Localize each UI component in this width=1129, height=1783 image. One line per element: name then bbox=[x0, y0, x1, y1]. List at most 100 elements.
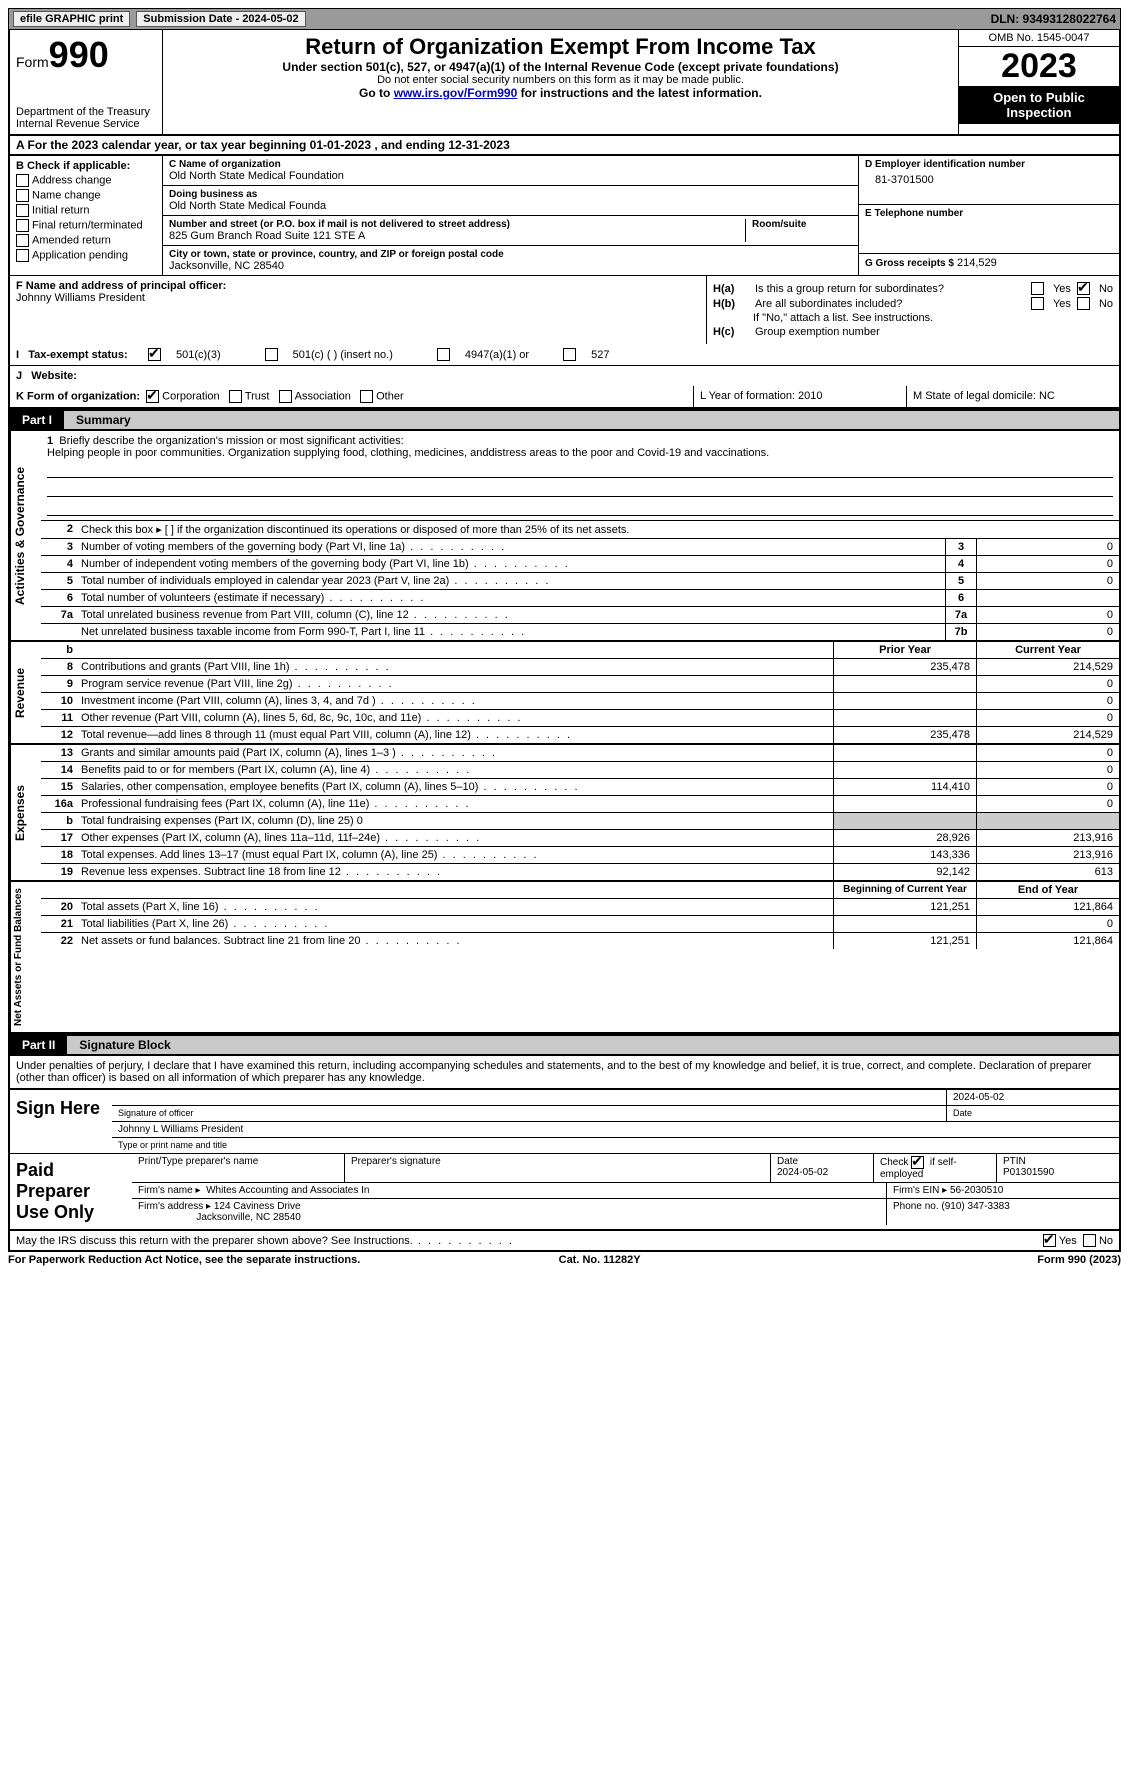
irs-label: Internal Revenue Service bbox=[16, 118, 156, 130]
preparer-sig-label: Preparer's signature bbox=[351, 1156, 441, 1167]
c-name: C Name of organization Old North State M… bbox=[163, 156, 858, 186]
checkbox-icon[interactable] bbox=[148, 348, 161, 361]
summary-line: 14 Benefits paid to or for members (Part… bbox=[41, 762, 1119, 779]
checkbox-icon[interactable] bbox=[563, 348, 576, 361]
checkbox-icon[interactable] bbox=[1083, 1234, 1096, 1247]
section-h: H(a) Is this a group return for subordin… bbox=[706, 276, 1119, 344]
blank-line bbox=[47, 482, 1113, 497]
part2-title: Signature Block bbox=[67, 1036, 1119, 1054]
checkbox-icon[interactable] bbox=[16, 174, 29, 187]
vlabel-na: Net Assets or Fund Balances bbox=[10, 882, 41, 1032]
checkbox-icon[interactable] bbox=[1031, 297, 1044, 310]
checkbox-icon[interactable] bbox=[265, 348, 278, 361]
checkbox-icon[interactable] bbox=[16, 234, 29, 247]
summary-line: 8 Contributions and grants (Part VIII, l… bbox=[41, 659, 1119, 676]
form-word: Form bbox=[16, 54, 49, 70]
chk-address-change[interactable]: Address change bbox=[16, 174, 156, 187]
summary-line: 2 Check this box ▸ [ ] if the organizati… bbox=[41, 521, 1119, 539]
submission-date-button[interactable]: Submission Date - 2024-05-02 bbox=[136, 11, 305, 27]
h-b: H(b) Are all subordinates included? Yes … bbox=[713, 297, 1113, 310]
section-f: F Name and address of principal officer:… bbox=[10, 276, 706, 344]
checkbox-icon[interactable] bbox=[1077, 297, 1090, 310]
efile-print-button[interactable]: efile GRAPHIC print bbox=[13, 11, 130, 27]
part1-title: Summary bbox=[64, 411, 1119, 429]
checkbox-icon[interactable] bbox=[1031, 282, 1044, 295]
chk-name-change[interactable]: Name change bbox=[16, 189, 156, 202]
g-value: 214,529 bbox=[957, 257, 997, 269]
part1-header: Part I Summary bbox=[8, 409, 1121, 431]
section-b: B Check if applicable: Address change Na… bbox=[10, 156, 163, 275]
checkbox-icon[interactable] bbox=[146, 390, 159, 403]
b-header: B Check if applicable: bbox=[16, 160, 156, 172]
blank-line bbox=[47, 501, 1113, 516]
city-value: Jacksonville, NC 28540 bbox=[169, 260, 852, 272]
chk-amended-return[interactable]: Amended return bbox=[16, 234, 156, 247]
c-name-label: C Name of organization bbox=[169, 159, 852, 170]
section-net-assets: Net Assets or Fund Balances Beginning of… bbox=[8, 882, 1121, 1034]
chk-application-pending[interactable]: Application pending bbox=[16, 249, 156, 262]
block-fh: F Name and address of principal officer:… bbox=[8, 275, 1121, 344]
print-name-label: Print/Type preparer's name bbox=[138, 1156, 258, 1167]
form-header: Form990 Department of the Treasury Inter… bbox=[8, 30, 1121, 136]
org-name: Old North State Medical Foundation bbox=[169, 170, 852, 182]
page-footer: For Paperwork Reduction Act Notice, see … bbox=[8, 1252, 1121, 1266]
summary-line: 7a Total unrelated business revenue from… bbox=[41, 607, 1119, 624]
line-m: M State of legal domicile: NC bbox=[906, 386, 1119, 407]
checkbox-icon[interactable] bbox=[16, 189, 29, 202]
checkbox-icon[interactable] bbox=[1077, 282, 1090, 295]
part2-header: Part II Signature Block bbox=[8, 1034, 1121, 1056]
preparer-date: 2024-05-02 bbox=[777, 1167, 828, 1178]
summary-line: 5 Total number of individuals employed i… bbox=[41, 573, 1119, 590]
vlabel-exp: Expenses bbox=[10, 745, 41, 880]
checkbox-icon[interactable] bbox=[437, 348, 450, 361]
section-revenue: Revenue b Prior Year Current Year 8 Cont… bbox=[8, 642, 1121, 745]
line-i: I Tax-exempt status: 501(c)(3) 501(c) ( … bbox=[8, 344, 1121, 366]
omb-number: OMB No. 1545-0047 bbox=[959, 30, 1119, 47]
goto-link[interactable]: www.irs.gov/Form990 bbox=[394, 86, 518, 100]
ssn-note: Do not enter social security numbers on … bbox=[169, 74, 952, 86]
c-city-label: City or town, state or province, country… bbox=[169, 249, 852, 260]
goto-line: Go to www.irs.gov/Form990 for instructio… bbox=[169, 86, 952, 100]
paid-preparer-block: Paid Preparer Use Only Print/Type prepar… bbox=[8, 1154, 1121, 1231]
dba-value: Old North State Medical Founda bbox=[169, 200, 852, 212]
checkbox-icon[interactable] bbox=[360, 390, 373, 403]
summary-line: b Total fundraising expenses (Part IX, c… bbox=[41, 813, 1119, 830]
c-dba: Doing business as Old North State Medica… bbox=[163, 186, 858, 216]
checkbox-icon[interactable] bbox=[229, 390, 242, 403]
firm-city: Jacksonville, NC 28540 bbox=[196, 1212, 301, 1223]
f-label: F Name and address of principal officer: bbox=[16, 280, 700, 292]
checkbox-icon[interactable] bbox=[16, 219, 29, 232]
chk-final-return[interactable]: Final return/terminated bbox=[16, 219, 156, 232]
paid-preparer-label: Paid Preparer Use Only bbox=[10, 1154, 132, 1229]
summary-line: 13 Grants and similar amounts paid (Part… bbox=[41, 745, 1119, 762]
chk-initial-return[interactable]: Initial return bbox=[16, 204, 156, 217]
ptin-value: P01301590 bbox=[1003, 1167, 1054, 1178]
firm-phone: (910) 347-3383 bbox=[941, 1201, 1009, 1212]
e-phone: E Telephone number bbox=[859, 205, 1119, 254]
goto-pre: Go to bbox=[359, 86, 394, 100]
goto-post: for instructions and the latest informat… bbox=[517, 86, 762, 100]
checkbox-icon[interactable] bbox=[16, 204, 29, 217]
declaration-text: Under penalties of perjury, I declare th… bbox=[8, 1056, 1121, 1090]
summary-line: 20 Total assets (Part X, line 16) 121,25… bbox=[41, 899, 1119, 916]
checkbox-icon[interactable] bbox=[16, 249, 29, 262]
officer-name: Johnny L Williams President bbox=[112, 1122, 1119, 1137]
d-label: D Employer identification number bbox=[865, 159, 1113, 170]
c-city: City or town, state or province, country… bbox=[163, 246, 858, 275]
form-number: Form990 bbox=[16, 34, 156, 76]
checkbox-icon[interactable] bbox=[911, 1156, 924, 1169]
h-b-note: If "No," attach a list. See instructions… bbox=[713, 312, 1113, 324]
summary-line: Net unrelated business taxable income fr… bbox=[41, 624, 1119, 640]
summary-line: 12 Total revenue—add lines 8 through 11 … bbox=[41, 727, 1119, 743]
line-l: L Year of formation: 2010 bbox=[693, 386, 906, 407]
summary-line: 18 Total expenses. Add lines 13–17 (must… bbox=[41, 847, 1119, 864]
form-subtitle: Under section 501(c), 527, or 4947(a)(1)… bbox=[169, 60, 952, 74]
checkbox-icon[interactable] bbox=[279, 390, 292, 403]
section-c: C Name of organization Old North State M… bbox=[163, 156, 858, 275]
checkbox-icon[interactable] bbox=[1043, 1234, 1056, 1247]
summary-line: 9 Program service revenue (Part VIII, li… bbox=[41, 676, 1119, 693]
sign-here-block: Sign Here 2024-05-02 Signature of office… bbox=[8, 1090, 1121, 1154]
line-k: K Form of organization: Corporation Trus… bbox=[10, 386, 693, 407]
cat-no: Cat. No. 11282Y bbox=[559, 1254, 641, 1266]
summary-line: 21 Total liabilities (Part X, line 26) 0 bbox=[41, 916, 1119, 933]
